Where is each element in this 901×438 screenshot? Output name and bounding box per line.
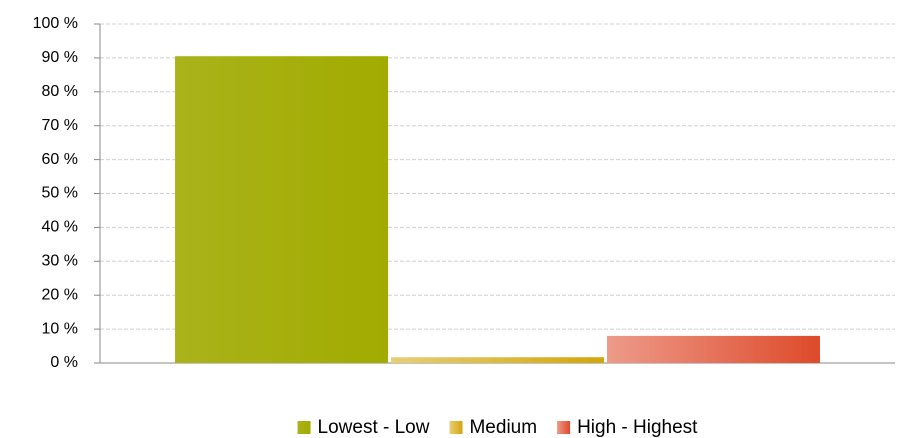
bar	[391, 357, 604, 363]
legend-swatch	[297, 421, 311, 434]
y-tick-label: 50 %	[42, 185, 78, 202]
y-tick-label: 80 %	[42, 83, 78, 100]
y-tick-label: 10 %	[42, 320, 78, 337]
bar	[175, 56, 389, 364]
y-tick-label: 20 %	[42, 286, 78, 303]
y-tick-label: 0 %	[50, 354, 78, 371]
legend-label: Lowest - Low	[318, 417, 430, 438]
legend-label: Medium	[469, 417, 537, 438]
y-tick-label: 100 %	[33, 15, 78, 32]
legend-swatch	[449, 421, 463, 434]
legend-swatch	[557, 421, 571, 434]
y-tick-label: 40 %	[42, 219, 78, 236]
y-tick-label: 60 %	[42, 151, 78, 168]
legend-label: High - Highest	[577, 417, 698, 438]
y-tick-label: 70 %	[42, 117, 78, 134]
y-tick-label: 90 %	[42, 49, 78, 66]
y-tick-label: 30 %	[42, 253, 78, 270]
bar	[606, 335, 820, 363]
